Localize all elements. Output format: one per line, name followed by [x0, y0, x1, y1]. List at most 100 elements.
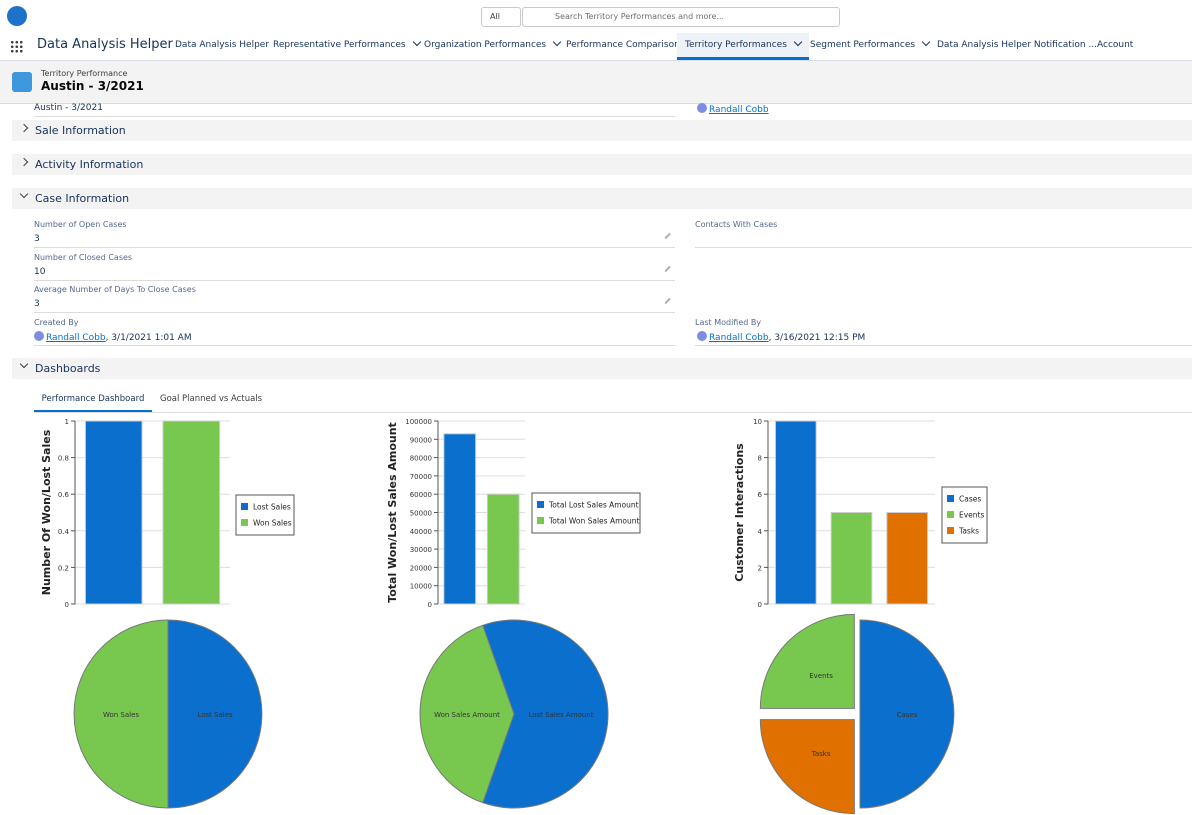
section-header[interactable]: Sale Information — [12, 120, 1192, 141]
bar — [775, 420, 817, 605]
y-tick-label: 20000 — [410, 564, 432, 572]
pie-slice — [73, 619, 169, 809]
slice-label: Lost Sales Amount — [528, 711, 593, 719]
field-value: 3 — [34, 234, 40, 244]
y-tick-label: 4 — [758, 528, 763, 536]
app-launcher[interactable] — [10, 40, 23, 53]
edit-icon[interactable] — [664, 232, 671, 239]
y-tick-label: 2 — [758, 564, 762, 572]
pie-slice — [419, 624, 515, 804]
legend-swatch — [537, 517, 544, 524]
nav-tab[interactable]: Performance Comparison — [558, 33, 688, 57]
slice-label: Cases — [897, 711, 918, 719]
pie-slice — [167, 619, 263, 809]
slice-label: Won Sales Amount — [434, 711, 500, 719]
legend-label: Total Lost Sales Amount — [548, 501, 639, 510]
legend-label: Lost Sales — [253, 503, 291, 512]
nav-tab[interactable]: Data Analysis Helper — [167, 33, 277, 57]
field-underline — [34, 345, 675, 346]
y-tick-label: 30000 — [410, 546, 432, 554]
legend — [941, 486, 988, 544]
bar — [443, 433, 477, 605]
nav-bar — [0, 33, 1192, 61]
modified-by: Randall Cobb, 3/16/2021 12:15 PM — [697, 331, 865, 343]
record-name: Austin - 3/2021 — [41, 79, 144, 93]
field-value: 3 — [34, 299, 40, 309]
tab-label: Representative Performances — [273, 40, 406, 50]
user-link[interactable]: Randall Cobb — [46, 333, 106, 343]
y-tick-label: 90000 — [410, 436, 432, 444]
search-scope[interactable]: All — [481, 7, 521, 27]
legend — [531, 492, 641, 534]
section-header[interactable]: Dashboards — [12, 358, 1192, 379]
dashboard-tab[interactable]: Performance Dashboard — [34, 394, 152, 412]
legend-swatch — [947, 495, 954, 502]
nav-tab[interactable]: Data Analysis Helper Notification ... — [929, 33, 1105, 57]
field-underline — [34, 312, 675, 313]
section-header[interactable]: Case Information — [12, 188, 1192, 209]
y-tick-label: 50000 — [410, 510, 432, 518]
tab-label: Data Analysis Helper Notification ... — [937, 40, 1097, 50]
section-header[interactable]: Activity Information — [12, 154, 1192, 175]
field-label: Average Number of Days To Close Cases — [34, 285, 196, 294]
search-box[interactable]: Search Territory Performances and more..… — [522, 7, 840, 27]
nav-tab[interactable]: Account Performances — [1089, 33, 1192, 74]
top-bar — [0, 0, 1192, 33]
tab-label: Organization Performances — [424, 40, 547, 50]
y-tick-label: 0 — [758, 601, 762, 609]
y-tick-label: 0.6 — [58, 491, 70, 499]
field-value: 10 — [34, 266, 46, 277]
y-tick-label: 0.8 — [58, 455, 69, 463]
pie-slice — [759, 719, 855, 815]
legend-swatch — [241, 503, 248, 510]
nav-tab[interactable]: Organization Performances — [416, 33, 568, 57]
field-value: Austin - 3/2021 — [34, 103, 103, 113]
nav-tab[interactable]: Representative Performances — [265, 33, 428, 57]
legend-label: Total Won Sales Amount — [548, 517, 639, 526]
y-tick-label: 0 — [428, 601, 432, 609]
section-title: Activity Information — [35, 158, 144, 171]
legend-label: Won Sales — [253, 519, 292, 528]
record-object: Territory Performance — [41, 69, 128, 78]
logo — [7, 6, 27, 26]
app-name: Data Analysis Helper — [37, 37, 173, 52]
slice-label: Won Sales — [103, 711, 139, 719]
edit-icon[interactable] — [664, 265, 671, 272]
legend-label: Cases — [959, 495, 981, 504]
field-label: Number of Open Cases — [34, 220, 127, 229]
slice-label: Tasks — [811, 750, 831, 758]
legend-swatch — [241, 519, 248, 526]
y-axis-label: Total Won/Lost Sales Amount — [386, 422, 399, 603]
y-tick-label: 8 — [758, 455, 762, 463]
y-tick-label: 100000 — [405, 418, 432, 426]
nav-tab[interactable]: Territory Performances — [677, 33, 809, 60]
nav-tab[interactable]: Segment Performances — [802, 33, 937, 57]
section-title: Sale Information — [35, 124, 126, 137]
pie-slice — [759, 613, 855, 709]
bar — [162, 420, 221, 605]
legend-label: Events — [959, 511, 984, 520]
legend-swatch — [947, 511, 954, 518]
legend-label: Tasks — [958, 527, 979, 536]
tab-label: Performance Comparison — [566, 40, 680, 50]
field-label: Last Modified By — [695, 318, 762, 327]
owner-link[interactable]: Randall Cobb — [709, 105, 769, 115]
record-header — [0, 61, 1192, 104]
tab-label: Segment Performances — [810, 40, 916, 50]
y-tick-label: 80000 — [410, 455, 432, 463]
field-underline — [34, 247, 675, 248]
tab-label: Data Analysis Helper — [175, 40, 270, 50]
y-axis-label: Number Of Won/Lost Sales — [40, 429, 53, 595]
legend-swatch — [537, 501, 544, 508]
edit-icon[interactable] — [664, 297, 671, 304]
date: , 3/1/2021 1:01 AM — [105, 333, 192, 343]
user-link[interactable]: Randall Cobb — [709, 333, 769, 343]
bar — [84, 420, 143, 605]
tab-menu — [793, 37, 803, 47]
field-label: Created By — [34, 318, 79, 327]
section-title: Case Information — [35, 192, 130, 205]
dashboard-tab[interactable]: Goal Planned vs Actuals — [160, 394, 263, 404]
legend-swatch — [947, 527, 954, 534]
field-underline — [695, 345, 1192, 346]
y-tick-label: 60000 — [410, 491, 432, 499]
